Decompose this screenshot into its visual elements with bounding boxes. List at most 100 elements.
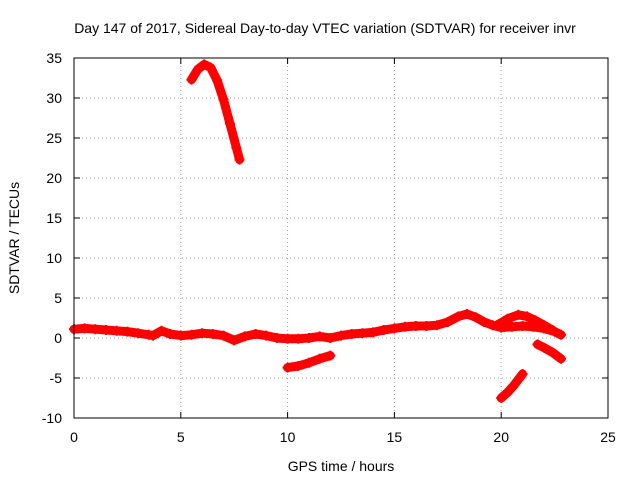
data-point [133, 328, 144, 339]
data-point [192, 64, 203, 75]
data-point [101, 325, 112, 335]
series-segment-21.7-22.8 [532, 339, 567, 364]
data-point [346, 329, 357, 339]
data-point [479, 317, 490, 327]
data-point [314, 353, 325, 364]
data-point [513, 309, 524, 320]
data-point [212, 75, 223, 86]
data-point [271, 333, 282, 343]
data-point [148, 330, 159, 341]
data-point [231, 142, 242, 153]
series-segment-19.8-22.5 [491, 309, 558, 335]
data-point [521, 311, 532, 322]
data-point [293, 361, 304, 371]
y-tick-label: 35 [46, 50, 62, 66]
data-point [538, 342, 549, 353]
data-point [229, 335, 240, 346]
y-tick-label: 5 [54, 290, 62, 306]
series-segment-10-12 [282, 350, 336, 373]
x-tick-label: 25 [600, 429, 616, 445]
data-point [506, 321, 517, 332]
data-point [389, 323, 400, 334]
data-point [556, 329, 567, 340]
series-band [186, 59, 245, 165]
data-point [186, 74, 197, 85]
data-point [122, 326, 133, 337]
data-point [175, 330, 186, 341]
data-point [303, 333, 314, 343]
y-tick-label: 20 [46, 170, 62, 186]
chart-title: Day 147 of 2017, Sidereal Day-to-day VTE… [74, 20, 576, 36]
data-point [432, 320, 443, 331]
data-point [282, 333, 293, 344]
y-tick-label: 30 [46, 90, 62, 106]
x-tick-label: 5 [177, 429, 185, 445]
data-point [282, 362, 293, 373]
data-point [197, 328, 208, 339]
data-point [400, 321, 411, 332]
data-point [502, 387, 513, 398]
data-point [79, 323, 90, 334]
data-point [314, 331, 325, 342]
data-point [336, 330, 346, 341]
data-point [453, 311, 464, 322]
series-band [533, 339, 566, 364]
y-tick-label: 0 [54, 330, 62, 346]
data-point [218, 330, 229, 341]
data-point [491, 320, 502, 331]
data-point [325, 350, 336, 361]
data-point [234, 154, 245, 165]
data-point [186, 329, 197, 340]
data-point [378, 325, 389, 335]
data-point [556, 353, 567, 364]
y-tick-label: 15 [46, 210, 62, 226]
data-point [502, 313, 513, 324]
y-tick-label: 25 [46, 130, 62, 146]
x-axis-label: GPS time / hours [288, 458, 395, 474]
data-point [90, 324, 101, 335]
data-point [517, 369, 528, 379]
data-point [547, 347, 558, 358]
series-segment-20-21 [496, 369, 528, 403]
data-point [517, 321, 528, 331]
data-point [509, 380, 520, 391]
plot-frame [73, 57, 609, 419]
data-series [69, 59, 567, 403]
series-band [496, 369, 528, 403]
data-point [357, 328, 368, 339]
data-point [325, 333, 336, 343]
series-main [69, 309, 567, 346]
x-tick-label: 10 [280, 429, 296, 445]
data-point [111, 325, 122, 336]
y-tick-label: -10 [42, 410, 62, 426]
data-point [293, 333, 304, 344]
x-tick-label: 20 [493, 429, 509, 445]
data-point [156, 325, 167, 336]
data-point [530, 315, 541, 326]
data-point [470, 312, 481, 323]
data-point [532, 339, 543, 350]
series-upper-arc [186, 59, 245, 165]
x-tick-label: 15 [387, 429, 403, 445]
data-point [303, 357, 314, 368]
data-point [207, 329, 218, 339]
y-tick-label: -5 [50, 370, 63, 386]
data-point [368, 327, 379, 338]
data-point [421, 321, 432, 331]
data-point [239, 331, 250, 342]
data-point [205, 62, 216, 73]
data-point [224, 118, 235, 129]
x-tick-label: 0 [70, 429, 78, 445]
axis-ticks: 0 5 10 15 20 25 -10 -5 0 5 10 15 20 25 30 35 [42, 50, 616, 445]
data-point [462, 309, 473, 319]
data-point [218, 94, 229, 105]
grid-lines [74, 58, 608, 418]
data-point [250, 329, 261, 339]
y-tick-label: 10 [46, 250, 62, 266]
y-axis-label: SDTVAR / TECUs [6, 182, 22, 294]
data-point [410, 321, 421, 331]
data-point [538, 320, 549, 331]
data-point [165, 329, 176, 339]
data-point [547, 325, 558, 335]
data-point [496, 393, 507, 403]
